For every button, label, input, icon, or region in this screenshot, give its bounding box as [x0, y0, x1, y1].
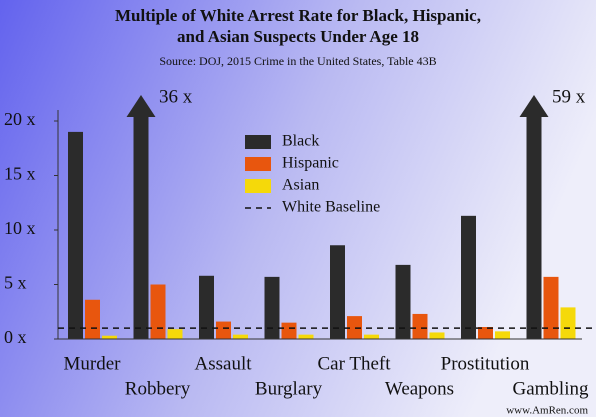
- bar: [264, 276, 280, 339]
- bar: [102, 335, 117, 339]
- value-label: 59 x: [552, 86, 586, 107]
- bar: [216, 321, 231, 339]
- overflow-arrow: [519, 95, 549, 117]
- x-tick-label: Prostitution: [441, 353, 530, 374]
- x-tick-label: Weapons: [385, 378, 454, 399]
- legend-label: Asian: [282, 177, 319, 194]
- bar: [495, 331, 510, 339]
- legend-swatch: [245, 135, 271, 149]
- chart-subtitle: Source: DOJ, 2015 Crime in the United St…: [159, 54, 436, 68]
- x-tick-label: Gambling: [513, 378, 589, 399]
- bar: [85, 299, 100, 339]
- bar: [429, 332, 445, 339]
- y-tick-label: 15 x: [4, 164, 36, 184]
- bar: [560, 307, 576, 339]
- legend-label: Hispanic: [282, 155, 339, 172]
- overflow-arrow: [126, 95, 156, 117]
- value-label: 36 x: [159, 86, 193, 107]
- bar: [150, 284, 166, 339]
- bar: [478, 327, 493, 339]
- bar: [133, 116, 149, 339]
- bar: [199, 275, 214, 339]
- bar: [68, 131, 83, 339]
- x-tick-label: Assault: [195, 353, 253, 374]
- bar: [330, 245, 345, 339]
- x-tick-label: Robbery: [125, 378, 191, 399]
- legend-swatch: [245, 179, 271, 193]
- legend-swatch: [245, 157, 271, 171]
- legend-label: Black: [282, 133, 319, 150]
- x-tick-label: Burglary: [255, 378, 323, 399]
- bar: [412, 313, 428, 339]
- x-tick-label: Car Theft: [318, 353, 392, 374]
- bar: [461, 215, 476, 339]
- bar: [298, 334, 314, 339]
- watermark: www.AmRen.com: [506, 405, 588, 417]
- y-tick-label: 20 x: [4, 109, 36, 129]
- bar: [395, 264, 411, 339]
- y-tick-label: 0 x: [4, 327, 27, 347]
- bar: [526, 116, 542, 339]
- bar: [543, 276, 559, 339]
- bar: [167, 329, 183, 339]
- chart-title: and Asian Suspects Under Age 18: [177, 27, 419, 46]
- legend-label: White Baseline: [282, 199, 380, 216]
- y-tick-label: 10 x: [4, 218, 36, 238]
- bar: [233, 334, 248, 339]
- bar: [281, 322, 297, 339]
- chart-title: Multiple of White Arrest Rate for Black,…: [115, 6, 481, 25]
- x-tick-label: Murder: [64, 353, 122, 374]
- plot-area: [68, 116, 576, 339]
- y-tick-label: 5 x: [4, 273, 27, 293]
- bar: [364, 334, 379, 339]
- bar: [347, 316, 362, 339]
